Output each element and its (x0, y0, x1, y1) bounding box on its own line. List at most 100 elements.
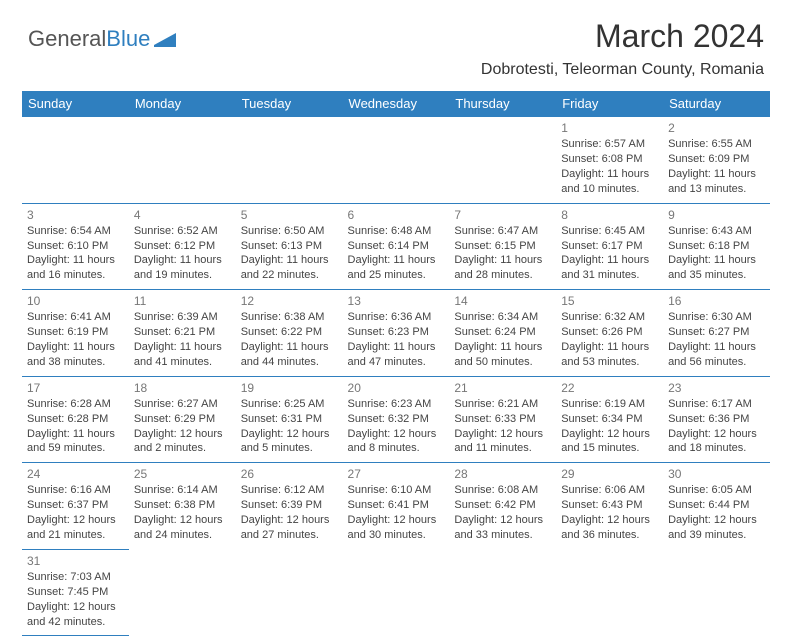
calendar-cell: 12Sunrise: 6:38 AMSunset: 6:22 PMDayligh… (236, 290, 343, 377)
daylight-text: Daylight: 12 hours and 21 minutes. (27, 513, 124, 543)
daylight-text: Daylight: 11 hours and 19 minutes. (134, 253, 231, 283)
day-number: 10 (27, 293, 124, 309)
calendar-cell: 9Sunrise: 6:43 AMSunset: 6:18 PMDaylight… (663, 203, 770, 290)
sunrise-text: Sunrise: 7:03 AM (27, 570, 124, 585)
weekday-header: Thursday (449, 91, 556, 117)
sunrise-text: Sunrise: 6:10 AM (348, 483, 445, 498)
calendar-cell: 30Sunrise: 6:05 AMSunset: 6:44 PMDayligh… (663, 463, 770, 550)
day-number: 26 (241, 466, 338, 482)
sunset-text: Sunset: 6:28 PM (27, 412, 124, 427)
daylight-text: Daylight: 12 hours and 11 minutes. (454, 427, 551, 457)
daylight-text: Daylight: 11 hours and 44 minutes. (241, 340, 338, 370)
weekday-header: Saturday (663, 91, 770, 117)
day-number: 8 (561, 207, 658, 223)
day-number: 25 (134, 466, 231, 482)
sunrise-text: Sunrise: 6:47 AM (454, 224, 551, 239)
daylight-text: Daylight: 11 hours and 59 minutes. (27, 427, 124, 457)
day-number: 19 (241, 380, 338, 396)
day-number: 12 (241, 293, 338, 309)
day-number: 27 (348, 466, 445, 482)
day-number: 30 (668, 466, 765, 482)
sunset-text: Sunset: 7:45 PM (27, 585, 124, 600)
calendar-header-row: SundayMondayTuesdayWednesdayThursdayFrid… (22, 91, 770, 117)
day-number: 29 (561, 466, 658, 482)
daylight-text: Daylight: 11 hours and 10 minutes. (561, 167, 658, 197)
calendar-cell (343, 117, 450, 204)
weekday-header: Monday (129, 91, 236, 117)
sunset-text: Sunset: 6:14 PM (348, 239, 445, 254)
sunrise-text: Sunrise: 6:36 AM (348, 310, 445, 325)
daylight-text: Daylight: 11 hours and 56 minutes. (668, 340, 765, 370)
sunrise-text: Sunrise: 6:43 AM (668, 224, 765, 239)
calendar-cell: 27Sunrise: 6:10 AMSunset: 6:41 PMDayligh… (343, 463, 450, 550)
sunset-text: Sunset: 6:26 PM (561, 325, 658, 340)
daylight-text: Daylight: 11 hours and 22 minutes. (241, 253, 338, 283)
sunset-text: Sunset: 6:27 PM (668, 325, 765, 340)
sunset-text: Sunset: 6:13 PM (241, 239, 338, 254)
daylight-text: Daylight: 12 hours and 30 minutes. (348, 513, 445, 543)
sunrise-text: Sunrise: 6:05 AM (668, 483, 765, 498)
calendar-cell: 14Sunrise: 6:34 AMSunset: 6:24 PMDayligh… (449, 290, 556, 377)
daylight-text: Daylight: 12 hours and 15 minutes. (561, 427, 658, 457)
calendar-cell: 29Sunrise: 6:06 AMSunset: 6:43 PMDayligh… (556, 463, 663, 550)
daylight-text: Daylight: 11 hours and 13 minutes. (668, 167, 765, 197)
calendar-cell (22, 117, 129, 204)
day-number: 17 (27, 380, 124, 396)
sunset-text: Sunset: 6:23 PM (348, 325, 445, 340)
calendar-cell: 2Sunrise: 6:55 AMSunset: 6:09 PMDaylight… (663, 117, 770, 204)
sunset-text: Sunset: 6:22 PM (241, 325, 338, 340)
sunrise-text: Sunrise: 6:54 AM (27, 224, 124, 239)
sunrise-text: Sunrise: 6:39 AM (134, 310, 231, 325)
daylight-text: Daylight: 11 hours and 31 minutes. (561, 253, 658, 283)
sunrise-text: Sunrise: 6:19 AM (561, 397, 658, 412)
sunrise-text: Sunrise: 6:08 AM (454, 483, 551, 498)
calendar-cell: 18Sunrise: 6:27 AMSunset: 6:29 PMDayligh… (129, 376, 236, 463)
calendar-cell (129, 549, 236, 636)
calendar-cell: 22Sunrise: 6:19 AMSunset: 6:34 PMDayligh… (556, 376, 663, 463)
calendar-cell: 26Sunrise: 6:12 AMSunset: 6:39 PMDayligh… (236, 463, 343, 550)
sunrise-text: Sunrise: 6:57 AM (561, 137, 658, 152)
calendar-cell (449, 549, 556, 636)
weekday-header: Sunday (22, 91, 129, 117)
day-number: 14 (454, 293, 551, 309)
calendar-cell: 23Sunrise: 6:17 AMSunset: 6:36 PMDayligh… (663, 376, 770, 463)
calendar-cell: 8Sunrise: 6:45 AMSunset: 6:17 PMDaylight… (556, 203, 663, 290)
calendar-cell (343, 549, 450, 636)
calendar-cell: 25Sunrise: 6:14 AMSunset: 6:38 PMDayligh… (129, 463, 236, 550)
daylight-text: Daylight: 11 hours and 53 minutes. (561, 340, 658, 370)
day-number: 11 (134, 293, 231, 309)
sunrise-text: Sunrise: 6:38 AM (241, 310, 338, 325)
month-title: March 2024 (481, 18, 764, 55)
weekday-header: Tuesday (236, 91, 343, 117)
sunset-text: Sunset: 6:18 PM (668, 239, 765, 254)
sunset-text: Sunset: 6:38 PM (134, 498, 231, 513)
sunset-text: Sunset: 6:10 PM (27, 239, 124, 254)
sunrise-text: Sunrise: 6:48 AM (348, 224, 445, 239)
logo-flag-icon (154, 29, 180, 49)
calendar-cell: 3Sunrise: 6:54 AMSunset: 6:10 PMDaylight… (22, 203, 129, 290)
daylight-text: Daylight: 12 hours and 18 minutes. (668, 427, 765, 457)
day-number: 1 (561, 120, 658, 136)
sunset-text: Sunset: 6:33 PM (454, 412, 551, 427)
calendar-cell (556, 549, 663, 636)
day-number: 23 (668, 380, 765, 396)
sunset-text: Sunset: 6:19 PM (27, 325, 124, 340)
daylight-text: Daylight: 12 hours and 2 minutes. (134, 427, 231, 457)
calendar-cell: 5Sunrise: 6:50 AMSunset: 6:13 PMDaylight… (236, 203, 343, 290)
sunset-text: Sunset: 6:36 PM (668, 412, 765, 427)
daylight-text: Daylight: 11 hours and 16 minutes. (27, 253, 124, 283)
sunset-text: Sunset: 6:08 PM (561, 152, 658, 167)
calendar-cell: 4Sunrise: 6:52 AMSunset: 6:12 PMDaylight… (129, 203, 236, 290)
daylight-text: Daylight: 12 hours and 39 minutes. (668, 513, 765, 543)
calendar-cell: 16Sunrise: 6:30 AMSunset: 6:27 PMDayligh… (663, 290, 770, 377)
sunrise-text: Sunrise: 6:14 AM (134, 483, 231, 498)
calendar-cell: 7Sunrise: 6:47 AMSunset: 6:15 PMDaylight… (449, 203, 556, 290)
calendar-cell: 11Sunrise: 6:39 AMSunset: 6:21 PMDayligh… (129, 290, 236, 377)
day-number: 31 (27, 553, 124, 569)
daylight-text: Daylight: 12 hours and 42 minutes. (27, 600, 124, 630)
calendar-cell: 28Sunrise: 6:08 AMSunset: 6:42 PMDayligh… (449, 463, 556, 550)
daylight-text: Daylight: 12 hours and 36 minutes. (561, 513, 658, 543)
sunrise-text: Sunrise: 6:12 AM (241, 483, 338, 498)
sunrise-text: Sunrise: 6:17 AM (668, 397, 765, 412)
logo: GeneralBlue (28, 18, 180, 52)
